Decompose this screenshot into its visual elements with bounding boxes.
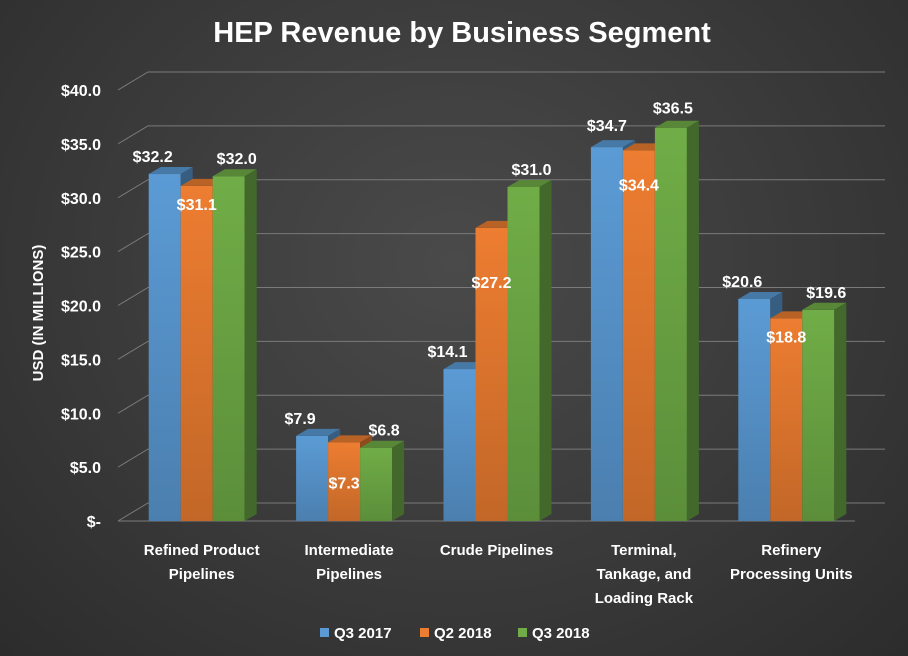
data-label: $31.1 <box>177 197 217 214</box>
y-tick-label: $- <box>87 514 101 531</box>
data-label: $34.4 <box>619 177 659 194</box>
bar-top <box>328 435 373 443</box>
bar-side <box>244 169 257 521</box>
y-axis-ticks: $- $5.0 $10.0 $15.0 $20.0 $25.0 $30.0 $35.0 $40.… <box>61 83 101 531</box>
legend-swatch <box>518 628 527 637</box>
data-label: $36.5 <box>653 101 693 118</box>
x-tick-label: Terminal, <box>611 542 677 559</box>
bar-front <box>443 369 476 521</box>
bar-front <box>475 227 508 522</box>
bar-front <box>654 127 687 522</box>
bar-side <box>392 440 405 521</box>
x-tick-label: Refined Product <box>144 542 260 559</box>
gridlines <box>117 71 885 522</box>
bar-front <box>507 186 540 521</box>
bar-q3-2018 <box>654 120 699 522</box>
bar-top <box>360 440 405 448</box>
x-tick-label: Pipelines <box>316 566 382 583</box>
x-tick-label: Intermediate <box>304 542 393 559</box>
bar-front <box>622 150 655 521</box>
x-tick-label: Crude Pipelines <box>440 542 553 559</box>
bar-top <box>148 167 193 175</box>
y-tick-label: $10.0 <box>61 406 101 423</box>
x-tick-label: Refinery <box>761 542 822 559</box>
data-label: $20.6 <box>722 274 762 291</box>
bar-front <box>770 318 803 521</box>
bar-top <box>654 120 699 128</box>
bar-top <box>590 140 635 148</box>
bar-q3-2018 <box>360 440 405 521</box>
bar-top <box>738 292 783 300</box>
bar-front <box>738 299 771 521</box>
x-tick-label: Tankage, and <box>597 566 692 583</box>
legend-label: Q2 2018 <box>434 625 492 642</box>
data-label: $14.1 <box>427 344 467 361</box>
bar-side <box>539 179 552 521</box>
y-tick-label: $35.0 <box>61 137 101 154</box>
y-tick-label: $25.0 <box>61 245 101 262</box>
bar-q3-2018 <box>507 179 552 521</box>
bar-side <box>834 302 847 521</box>
bar-front <box>296 435 329 521</box>
y-tick-label: $30.0 <box>61 191 101 208</box>
bar-front <box>148 174 181 522</box>
bar-top <box>296 428 341 436</box>
bar-front <box>360 447 393 521</box>
bar-top <box>507 179 552 187</box>
x-tick-label: Loading Rack <box>595 590 694 607</box>
bar-q3-2018 <box>212 169 257 521</box>
bar-front <box>802 309 835 521</box>
bar-front <box>590 147 623 522</box>
bar-top <box>212 169 257 177</box>
legend-label: Q3 2017 <box>334 625 392 642</box>
chart-title: HEP Revenue by Business Segment <box>213 17 711 49</box>
y-tick-label: $20.0 <box>61 299 101 316</box>
y-tick-label: $40.0 <box>61 83 101 100</box>
bar-series <box>148 120 847 522</box>
y-axis-label: USD (IN MILLIONS) <box>30 245 47 382</box>
x-tick-label: Pipelines <box>169 566 235 583</box>
data-label: $7.3 <box>329 475 360 492</box>
data-label: $7.9 <box>285 411 316 428</box>
x-tick-label: Processing Units <box>730 566 853 583</box>
data-label: $18.8 <box>766 329 806 346</box>
bar-top <box>802 302 847 310</box>
data-label: $32.2 <box>133 149 173 166</box>
gridline <box>117 125 885 145</box>
data-label: $6.8 <box>369 423 400 440</box>
y-tick-label: $15.0 <box>61 352 101 369</box>
legend-swatch <box>420 628 429 637</box>
data-label: $34.7 <box>587 118 627 135</box>
data-label: $31.0 <box>511 162 551 179</box>
legend-swatch <box>320 628 329 637</box>
bar-q3-2018 <box>802 302 847 521</box>
legend-label: Q3 2018 <box>532 625 590 642</box>
y-tick-label: $5.0 <box>70 460 101 477</box>
bar-front <box>212 176 245 521</box>
data-label: $19.6 <box>806 285 846 302</box>
bar-front <box>180 185 213 521</box>
data-label: $32.0 <box>217 151 257 168</box>
x-axis-ticks: Refined Product Pipelines Intermediate Pipe… <box>144 542 853 607</box>
bar-side <box>686 120 699 522</box>
gridline <box>117 71 885 91</box>
data-labels: $32.2 $31.1 $32.0 $7.9 $7.3 $6.8 $14.1 $27.2 $31… <box>133 101 847 493</box>
data-label: $27.2 <box>471 275 511 292</box>
legend: Q3 2017 Q2 2018 Q3 2018 <box>320 625 590 642</box>
bar-front <box>328 442 361 521</box>
